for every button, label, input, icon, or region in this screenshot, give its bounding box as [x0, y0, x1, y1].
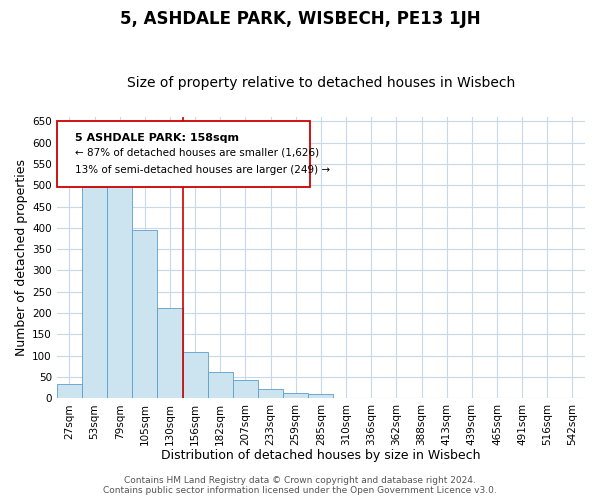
Bar — [107, 183, 132, 398]
Bar — [157, 308, 182, 398]
Bar — [132, 230, 157, 398]
Bar — [308, 394, 334, 398]
Bar — [233, 380, 258, 398]
Title: Size of property relative to detached houses in Wisbech: Size of property relative to detached ho… — [127, 76, 515, 90]
Bar — [82, 188, 107, 398]
Text: 5, ASHDALE PARK, WISBECH, PE13 1JH: 5, ASHDALE PARK, WISBECH, PE13 1JH — [119, 10, 481, 28]
Bar — [283, 393, 308, 398]
Text: 5 ASHDALE PARK: 158sqm: 5 ASHDALE PARK: 158sqm — [75, 132, 239, 142]
X-axis label: Distribution of detached houses by size in Wisbech: Distribution of detached houses by size … — [161, 450, 481, 462]
Y-axis label: Number of detached properties: Number of detached properties — [15, 159, 28, 356]
Text: Contains HM Land Registry data © Crown copyright and database right 2024.
Contai: Contains HM Land Registry data © Crown c… — [103, 476, 497, 495]
Bar — [182, 352, 208, 399]
Text: 13% of semi-detached houses are larger (249) →: 13% of semi-detached houses are larger (… — [75, 165, 331, 175]
Text: ← 87% of detached houses are smaller (1,626): ← 87% of detached houses are smaller (1,… — [75, 148, 319, 158]
Bar — [258, 389, 283, 398]
Bar — [208, 372, 233, 398]
Bar — [57, 384, 82, 398]
FancyBboxPatch shape — [57, 122, 310, 188]
